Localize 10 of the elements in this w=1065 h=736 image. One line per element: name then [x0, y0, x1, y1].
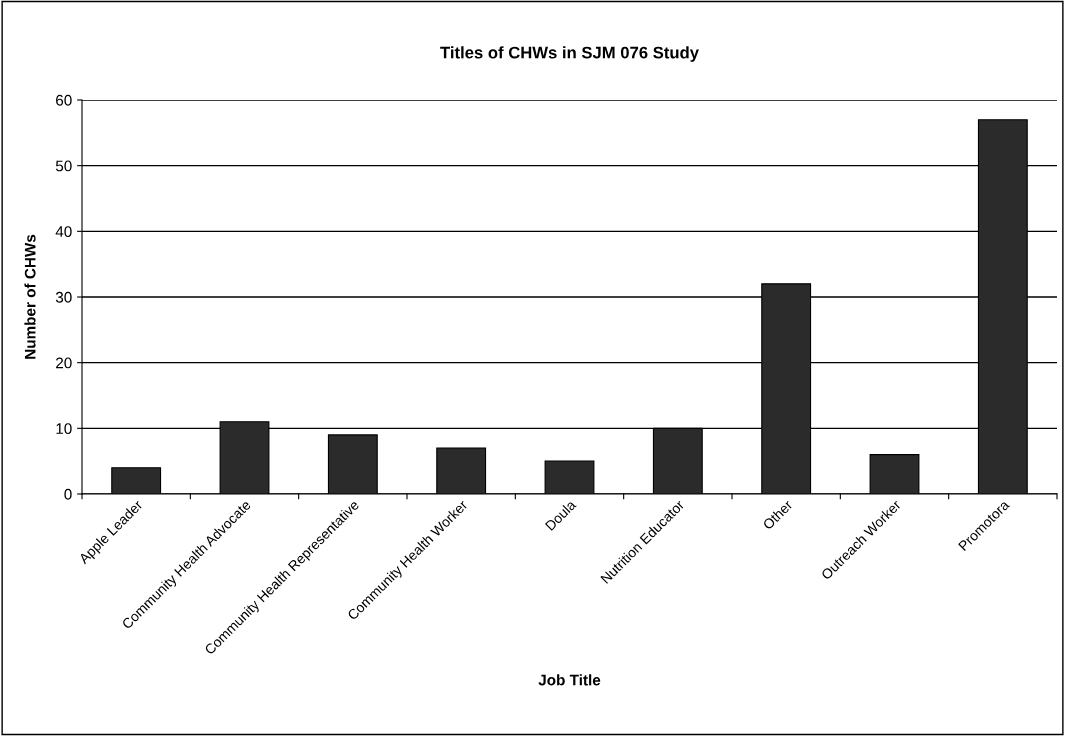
y-tick-label: 30	[55, 291, 72, 303]
y-tick-label: 0	[64, 488, 72, 500]
y-tick-label: 20	[56, 357, 72, 369]
y-tick-label: 40	[55, 226, 72, 238]
y-tick-label: 10	[56, 423, 72, 435]
y-tick-label: 50	[55, 160, 72, 172]
y-axis-title: Number of CHWs	[24, 234, 36, 359]
chart-title: Titles of CHWs in SJM 076 Study	[440, 46, 699, 62]
y-tick-label: 60	[56, 94, 72, 106]
x-axis-title: Job Title	[538, 674, 601, 686]
